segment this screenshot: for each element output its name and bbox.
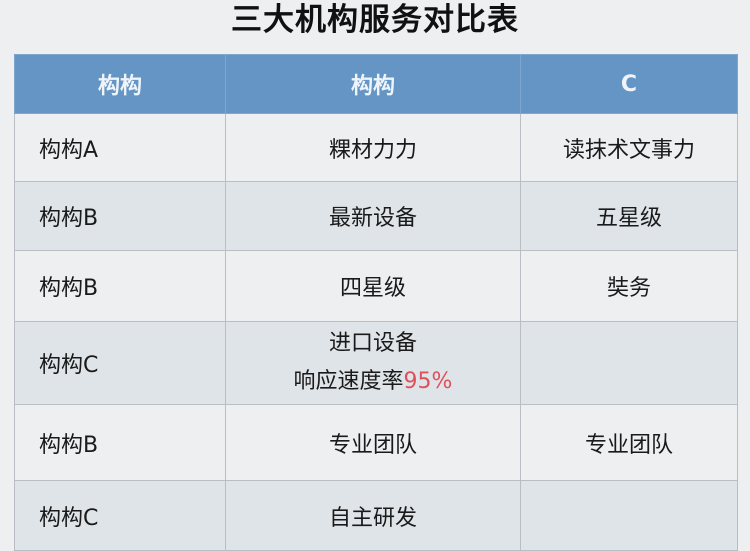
table-row: 构构B 四星级 奘务: [14, 250, 738, 322]
table-row: 构构C 进口设备 响应速度率95%: [14, 321, 738, 405]
table-cell: 读抹术文事力: [520, 113, 738, 182]
cell-line: 响应速度率95%: [226, 363, 520, 401]
table-cell: 构构B: [14, 250, 226, 322]
table-cell: 粿材力力: [225, 113, 521, 182]
comparison-table: 构构 构构 C 构构A 粿材力力 读抹术文事力 构构B 最新设备 五星级 构构B…: [14, 54, 738, 551]
table-cell: [520, 480, 738, 551]
table-row: 构构A 粿材力力 读抹术文事力: [14, 113, 738, 182]
table-cell: 构构B: [14, 404, 226, 481]
cell-line: 进口设备: [328, 331, 417, 356]
table-cell: 构构C: [14, 321, 226, 405]
table-cell: 四星级: [225, 250, 521, 322]
table-header-row: 构构 构构 C: [14, 54, 738, 114]
cell-text: 响应速度率: [293, 369, 404, 394]
table-row: 构构C 自主研发: [14, 480, 738, 551]
table-cell: 构构B: [14, 181, 226, 251]
table-cell: 自主研发: [225, 480, 521, 551]
table-cell: 最新设备: [225, 181, 521, 251]
table-cell: 进口设备 响应速度率95%: [225, 321, 521, 405]
table-row: 构构B 最新设备 五星级: [14, 181, 738, 251]
column-header: 构构: [14, 54, 226, 114]
table-cell: [520, 321, 738, 405]
column-header: 构构: [225, 54, 521, 114]
table-cell: 专业团队: [520, 404, 738, 481]
table-cell: 构构A: [14, 113, 226, 182]
page-title: 三大机构服务对比表: [231, 2, 519, 38]
table-cell: 专业团队: [225, 404, 521, 481]
table-cell: 奘务: [520, 250, 738, 322]
table-row: 构构B 专业团队 专业团队: [14, 404, 738, 481]
table-cell: 构构C: [14, 480, 226, 551]
highlight-value: 95%: [403, 369, 453, 394]
table-cell: 五星级: [520, 181, 738, 251]
column-header: C: [520, 54, 738, 114]
